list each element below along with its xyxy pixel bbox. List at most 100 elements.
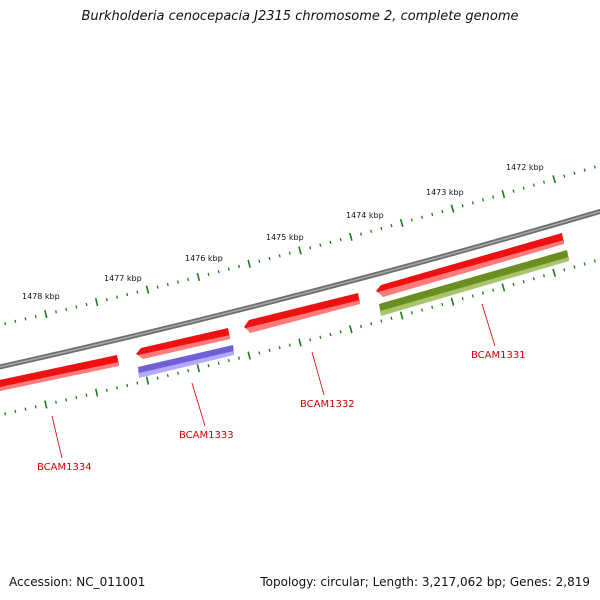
upper-scale-tick <box>247 259 251 268</box>
lower-scale-tick <box>247 351 251 360</box>
lower-scale-tick <box>116 386 118 390</box>
upper-scale-tick <box>431 212 434 216</box>
upper-scale-tick <box>370 229 373 233</box>
gene-label-bcam1331: BCAM1331 <box>471 350 526 361</box>
upper-scale-tick <box>258 259 261 263</box>
gene-cds-forward-4[interactable] <box>376 233 564 297</box>
lower-scale-tick <box>34 405 37 409</box>
gene-bcam1331-reverse[interactable] <box>379 250 569 316</box>
leader-bcam1333 <box>191 382 206 427</box>
lower-scale-tick <box>461 297 464 301</box>
upper-scale-tick <box>75 305 78 309</box>
upper-scale-tick <box>187 277 190 282</box>
gene-bcam1333-reverse[interactable] <box>138 345 234 378</box>
accession-text: Accession: NC_011001 <box>9 575 146 589</box>
lower-scale-tick <box>319 335 322 339</box>
upper-scale-tick <box>583 168 586 172</box>
genome-summary-text: Topology: circular; Length: 3,217,062 bp… <box>260 575 590 589</box>
upper-scale-tick <box>298 246 302 255</box>
lower-scale-tick <box>349 325 353 334</box>
lower-scale-tick <box>471 294 474 298</box>
upper-scale-tick <box>339 237 342 242</box>
upper-scale-tick <box>410 218 413 222</box>
lower-scale-tick <box>420 308 424 312</box>
lower-scale-tick <box>329 332 332 337</box>
upper-scale-tick <box>319 243 322 247</box>
leader-bcam1331 <box>481 303 496 347</box>
gene-bcam1334-forward[interactable] <box>0 355 119 392</box>
upper-scale-tick <box>278 254 281 258</box>
lower-scale-tick <box>238 356 240 360</box>
lower-scale-tick <box>278 346 281 350</box>
lower-scale-tick <box>187 369 190 373</box>
lower-scale-tick <box>431 305 434 309</box>
lower-scale-tick <box>75 395 78 400</box>
leader-bcam1332 <box>311 351 325 396</box>
map-title: Burkholderia cenocepacia J2315 chromosom… <box>81 9 519 24</box>
scale-label-1474: 1474 kbp <box>346 211 384 220</box>
lower-scale-tick <box>85 393 88 397</box>
lower-scale-tick <box>196 364 201 373</box>
gene-label-bcam1334: BCAM1334 <box>37 462 92 473</box>
upper-scale-tick <box>196 272 201 281</box>
upper-scale-tick <box>359 232 363 236</box>
upper-scale-tick <box>349 232 353 241</box>
upper-scale-tick <box>441 209 444 214</box>
lower-scale-tick <box>227 359 230 363</box>
lower-scale-tick <box>145 376 150 385</box>
lower-scale-tick <box>268 348 271 352</box>
upper-scale-tick <box>207 272 210 276</box>
upper-scale-tick <box>461 204 464 208</box>
upper-scale-tick <box>552 175 557 184</box>
lower-scale-tick <box>298 338 302 347</box>
upper-scale-tick <box>94 297 99 307</box>
upper-scale-tick <box>105 297 108 302</box>
upper-scale-tick <box>44 310 48 319</box>
scale-label-1477: 1477 kbp <box>104 274 142 283</box>
lower-scale-tick <box>370 322 373 326</box>
lower-scale-tick <box>512 282 515 287</box>
lower-scale-tick <box>359 324 363 329</box>
lower-scale-tick <box>4 412 7 416</box>
upper-scale-tick <box>471 201 474 205</box>
lower-scale-tick <box>399 311 404 320</box>
upper-scale-tick <box>14 319 17 323</box>
gene-cds-forward-2[interactable] <box>136 328 230 359</box>
upper-scale-tick <box>166 282 169 287</box>
upper-scale-tick <box>380 226 383 231</box>
leader-bcam1334 <box>51 415 63 459</box>
lower-scale-tick <box>207 364 210 368</box>
upper-scale-tick <box>481 198 485 202</box>
gene-bcam1332-forward[interactable] <box>244 293 360 333</box>
upper-scale-tick <box>116 295 118 299</box>
lower-scale-tick <box>410 311 413 315</box>
upper-scale-tick <box>24 317 27 321</box>
scale-label-1472: 1472 kbp <box>506 163 544 172</box>
lower-scale-tick <box>14 409 17 414</box>
lower-scale-tick <box>522 279 525 284</box>
lower-scale-tick <box>450 297 455 306</box>
upper-scale-tick <box>145 285 150 294</box>
lower-scale-tick <box>573 265 576 269</box>
scale-label-1473: 1473 kbp <box>426 188 464 197</box>
lower-scale-tick <box>501 283 506 292</box>
upper-scale-tick <box>65 307 68 311</box>
upper-scale-track <box>4 165 596 326</box>
upper-scale-tick <box>399 218 404 227</box>
upper-scale-tick <box>450 204 455 213</box>
lower-scale-tick <box>94 388 99 397</box>
upper-scale-tick <box>522 186 525 190</box>
upper-scale-tick <box>177 280 179 284</box>
upper-scale-tick <box>217 270 220 274</box>
lower-scale-tick <box>563 268 566 272</box>
lower-scale-tick <box>583 262 586 266</box>
upper-scale-tick <box>237 264 241 269</box>
lower-scale-tick <box>542 274 546 278</box>
lower-scale-tick <box>166 374 169 378</box>
upper-scale-tick <box>136 290 139 294</box>
lower-scale-tick <box>126 383 129 388</box>
upper-scale-tick <box>420 215 424 219</box>
scale-label-1475: 1475 kbp <box>266 233 304 242</box>
lower-scale-tick <box>136 381 139 385</box>
